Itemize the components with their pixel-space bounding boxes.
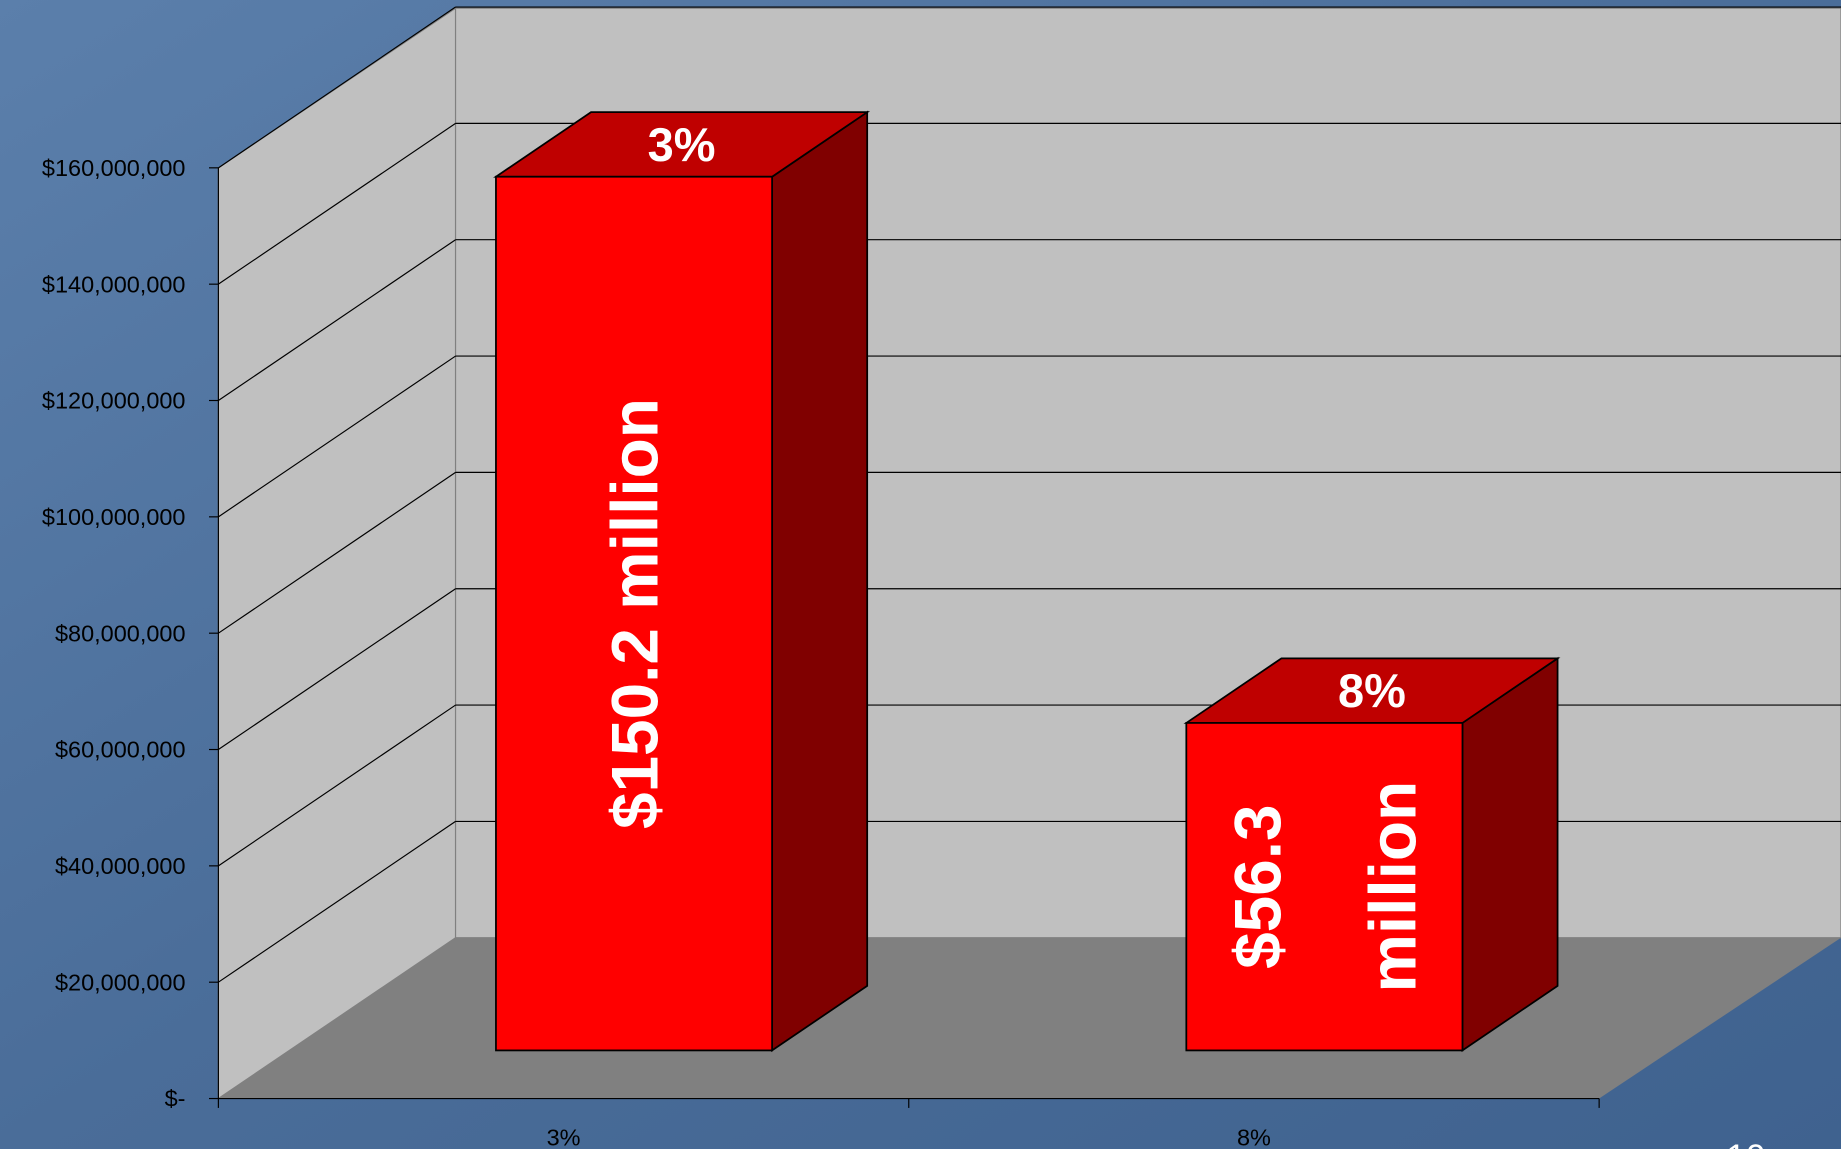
value-label: $56.3 million [1221, 781, 1430, 993]
y-tick-label: $60,000,000 [55, 737, 186, 763]
y-tick-label: $- [165, 1086, 186, 1112]
floor [218, 937, 1841, 1099]
grid-line [218, 239, 456, 401]
bar-top-label: 8% [1338, 664, 1406, 717]
y-tick-label: $100,000,000 [42, 504, 186, 530]
bar-side [771, 110, 869, 1053]
bar [1183, 656, 1561, 1053]
grid-line [218, 122, 456, 285]
grid-line [218, 471, 456, 634]
y-tick-label: $160,000,000 [42, 155, 186, 181]
grid-line [218, 6, 456, 169]
value-label: $150.2 million [598, 398, 672, 829]
bar-front [1185, 722, 1464, 1052]
bar [493, 110, 871, 1053]
grid-line [218, 704, 456, 867]
bar-front [495, 175, 773, 1052]
y-tick-label: $80,000,000 [55, 620, 186, 646]
x-tick-label: 8% [1237, 1124, 1271, 1149]
bar-top-label: 3% [648, 118, 716, 171]
page-number: 10 [1726, 1138, 1765, 1149]
y-tick-label: $120,000,000 [42, 388, 186, 414]
bar-side [1461, 656, 1559, 1053]
y-tick-label: $40,000,000 [55, 853, 186, 879]
grid-line [218, 355, 456, 518]
grid-line [218, 588, 456, 751]
value-label-line: $56.3 [1221, 804, 1295, 968]
y-tick-label: $20,000,000 [55, 969, 186, 995]
grid-line [218, 820, 456, 983]
value-label-line: million [1356, 781, 1430, 993]
x-tick-label: 3% [547, 1124, 581, 1149]
y-tick-label: $140,000,000 [42, 271, 186, 297]
